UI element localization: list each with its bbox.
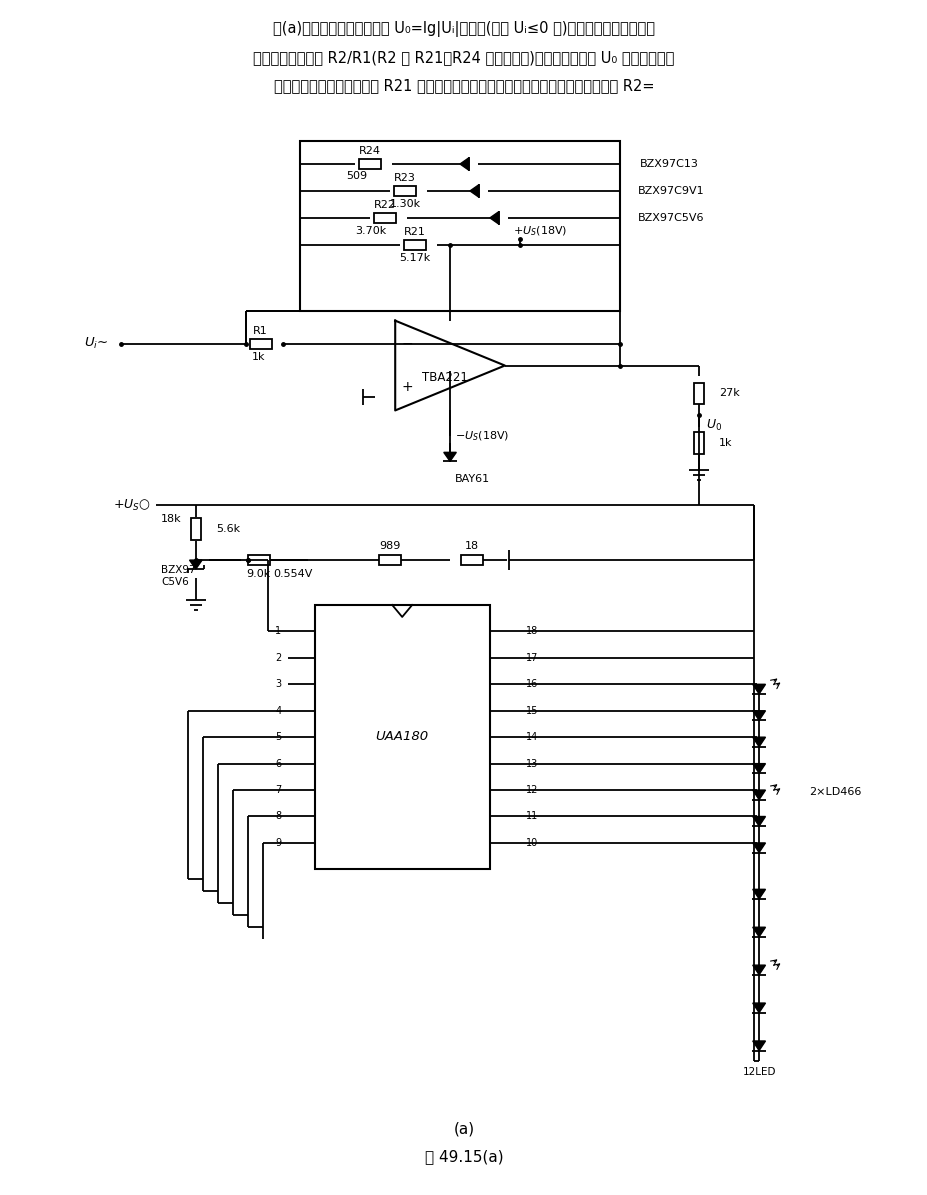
Text: 1k: 1k [718, 439, 732, 448]
Text: 5.17k: 5.17k [400, 253, 430, 263]
Text: BZX97: BZX97 [160, 565, 196, 575]
Polygon shape [752, 889, 765, 899]
Text: 9.0k: 9.0k [247, 569, 271, 580]
Text: 14: 14 [526, 733, 538, 742]
Text: 18: 18 [464, 541, 478, 551]
Text: 3: 3 [275, 679, 281, 690]
Text: BAY61: BAY61 [454, 474, 489, 484]
Text: R1: R1 [253, 325, 268, 336]
Polygon shape [489, 212, 499, 225]
Text: 8: 8 [275, 811, 281, 821]
Text: 15: 15 [526, 706, 538, 716]
Text: TBA221: TBA221 [422, 370, 467, 384]
Text: 0.554V: 0.554V [273, 569, 312, 580]
Bar [394, 186, 415, 196]
Polygon shape [469, 185, 478, 197]
Text: C5V6: C5V6 [160, 577, 188, 587]
Polygon shape [752, 711, 765, 721]
Text: R23: R23 [394, 173, 415, 183]
Bar [300, 141, 619, 311]
Text: $-U_S$(18V): $-U_S$(18V) [454, 429, 509, 443]
Text: 5: 5 [275, 733, 281, 742]
Text: R21: R21 [404, 227, 425, 237]
Bar [249, 338, 272, 349]
Text: 13: 13 [526, 759, 538, 768]
Text: UAA180: UAA180 [375, 730, 428, 743]
Text: 2: 2 [275, 652, 281, 663]
Polygon shape [752, 927, 765, 937]
Text: 16: 16 [526, 679, 538, 690]
Text: BZX97C13: BZX97C13 [640, 159, 698, 168]
Text: 18: 18 [526, 626, 538, 637]
Text: 1: 1 [275, 626, 281, 637]
Text: 图(a)电路中多边形导线可有 U₀=lg|Uᵢ|的关系(对于 Uᵢ≤0 时)。运算放大器的放大系: 图(a)电路中多边形导线可有 U₀=lg|Uᵢ|的关系(对于 Uᵢ≤0 时)。运… [273, 22, 654, 37]
Bar [404, 240, 425, 250]
Text: 4: 4 [275, 706, 281, 716]
Polygon shape [189, 560, 202, 569]
Text: 5.6k: 5.6k [215, 525, 239, 534]
Text: 17: 17 [526, 652, 538, 663]
Text: 27k: 27k [718, 388, 739, 398]
Polygon shape [752, 790, 765, 799]
Bar [315, 605, 489, 870]
Text: 10: 10 [526, 838, 538, 848]
Text: 509: 509 [346, 171, 366, 180]
Text: 数决定于电阴比値 R2/R1(R2 为 R21～R24 的综合数値)。只要输出电压 U₀ 低于发光二极: 数决定于电阴比値 R2/R1(R2 为 R21～R24 的综合数値)。只要输出电… [253, 50, 674, 65]
Text: 图 49.15(a): 图 49.15(a) [425, 1150, 502, 1164]
Text: 12: 12 [526, 785, 538, 795]
Bar [359, 159, 381, 168]
Text: R24: R24 [359, 146, 381, 157]
Text: 2×LD466: 2×LD466 [808, 788, 860, 797]
Text: 1.30k: 1.30k [389, 198, 420, 209]
Polygon shape [752, 764, 765, 773]
Bar [248, 556, 269, 565]
Text: $U_0$: $U_0$ [705, 418, 721, 433]
Polygon shape [752, 1041, 765, 1050]
Polygon shape [752, 685, 765, 694]
Bar [374, 213, 396, 223]
Bar [379, 556, 400, 565]
Text: $U_i$∼: $U_i$∼ [83, 336, 108, 351]
Text: BZX97C5V6: BZX97C5V6 [638, 213, 704, 223]
Polygon shape [752, 737, 765, 747]
Polygon shape [752, 1003, 765, 1012]
Text: +$U_S$(18V): +$U_S$(18V) [512, 223, 566, 238]
Text: +: + [400, 380, 413, 394]
Text: +$U_S$○: +$U_S$○ [113, 497, 151, 513]
Text: 3.70k: 3.70k [355, 226, 387, 235]
Text: (a): (a) [453, 1121, 474, 1136]
Text: 7: 7 [275, 785, 281, 795]
Polygon shape [752, 816, 765, 826]
Bar [693, 433, 704, 454]
Polygon shape [460, 158, 468, 171]
Text: BZX97C9V1: BZX97C9V1 [638, 186, 704, 196]
Text: 11: 11 [526, 811, 538, 821]
Bar [191, 519, 200, 540]
Text: 989: 989 [379, 541, 400, 551]
Text: 6: 6 [275, 759, 281, 768]
Polygon shape [752, 966, 765, 975]
Text: 9: 9 [275, 838, 281, 848]
Text: −: − [400, 337, 413, 350]
Text: 1k: 1k [251, 351, 265, 362]
Polygon shape [443, 453, 456, 461]
Bar [461, 556, 482, 565]
Text: 18k: 18k [160, 514, 181, 525]
Text: 管的电压，反馈支路中上的 R21 就不起作用。如果超过了该电压，则反馈电阴就减小 R2=: 管的电压，反馈支路中上的 R21 就不起作用。如果超过了该电压，则反馈电阴就减小… [273, 78, 654, 93]
Text: 12LED: 12LED [742, 1067, 775, 1078]
Bar [693, 382, 704, 404]
Text: R22: R22 [374, 200, 396, 210]
Polygon shape [752, 842, 765, 852]
